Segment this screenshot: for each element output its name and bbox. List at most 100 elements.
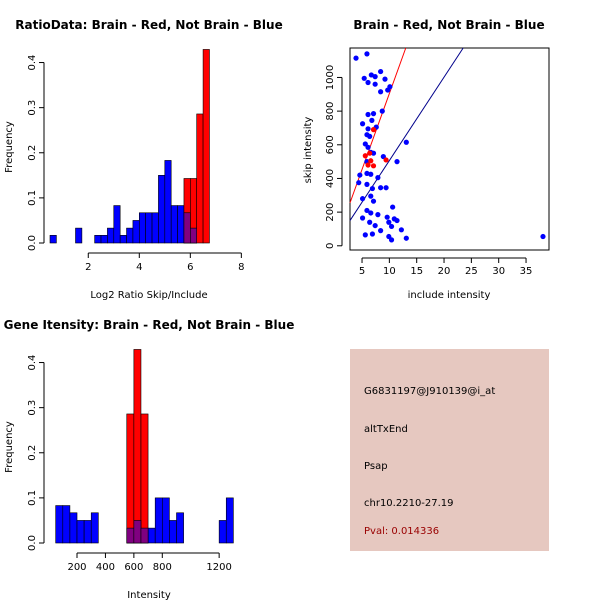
not-brain-fit-line (349, 47, 464, 221)
scatter-point-not-brain (353, 55, 359, 61)
scatter-y-tick-label: 600 (325, 135, 336, 154)
intensity-histogram-ylabel: Frequency (4, 421, 15, 473)
scatter-point-not-brain (403, 139, 409, 145)
scatter-point-not-brain (540, 233, 546, 240)
scatter-point-brain (383, 157, 389, 163)
intensity-histogram-xlabel: Intensity (127, 590, 171, 600)
intensity-bar-brain (133, 349, 142, 544)
intensity-x-tick-label: 200 (67, 562, 86, 573)
ratio-bar-not-brain (49, 235, 57, 244)
probe-id-text: G6831197@J910139@i_at (364, 386, 496, 397)
scatter-x-tick-label: 15 (410, 266, 423, 277)
ratio-bar-overlap (183, 212, 191, 244)
scatter-point-not-brain (356, 180, 362, 186)
scatter-point-not-brain (369, 231, 376, 237)
ratio-bar-not-brain (132, 220, 140, 244)
intensity-bar-not-brain (176, 512, 184, 544)
ratio-histogram-title: RatioData: Brain - Red, Not Brain - Blue (15, 18, 282, 32)
scatter-point-not-brain (367, 219, 373, 225)
ratio-x-tick-label: 6 (187, 262, 193, 273)
intensity-bar-not-brain (62, 505, 71, 544)
ratio-bar-brain (196, 113, 204, 244)
intensity-x-tick-label: 1200 (206, 562, 231, 573)
scatter-title: Brain - Red, Not Brain - Blue (353, 18, 544, 32)
scatter-point-not-brain (368, 210, 374, 216)
intensity-bar-not-brain (169, 520, 177, 544)
scatter-x-tick-label: 25 (465, 266, 478, 277)
scatter-y-tick-label: 800 (325, 102, 336, 121)
intensity-bar-brain (140, 413, 149, 544)
scatter-point-not-brain (382, 76, 388, 82)
scatter-frame (349, 47, 550, 251)
scatter-point-not-brain (369, 117, 375, 123)
scatter-point-not-brain (375, 175, 381, 181)
scatter-x-tick-label: 20 (438, 266, 451, 277)
intensity-bar-overlap (133, 520, 142, 544)
intensity-scatter: Brain - Red, Not Brain - Blue include in… (303, 18, 550, 301)
scatter-y-tick-label: 200 (325, 203, 336, 222)
ratio-bar-not-brain (151, 212, 159, 244)
scatter-point-not-brain (369, 185, 376, 192)
scatter-point-not-brain (365, 144, 371, 150)
intensity-bar-not-brain (225, 497, 234, 544)
intensity-x-tick-label: 800 (153, 562, 172, 573)
scatter-point-not-brain (357, 172, 363, 178)
scatter-point-not-brain (372, 81, 378, 87)
ratio-bar-not-brain (164, 160, 172, 244)
scatter-point-not-brain (359, 196, 366, 202)
scatter-x-tick-label: 5 (359, 266, 365, 277)
ratio-bar-not-brain (126, 227, 134, 244)
scatter-point-not-brain (370, 111, 377, 117)
scatter-point-not-brain (378, 89, 384, 95)
gene-name-text: Psap (364, 461, 388, 472)
ratio-histogram-ylabel: Frequency (4, 121, 15, 173)
intensity-bar-not-brain (154, 497, 163, 544)
scatter-point-brain (368, 158, 374, 164)
event-type-text: altTxEnd (364, 424, 408, 435)
intensity-y-tick-label: 0.1 (27, 490, 38, 506)
ratio-y-tick-label: 0.2 (27, 145, 38, 161)
intensity-bar-not-brain (69, 512, 78, 544)
scatter-x-tick-label: 35 (520, 266, 533, 277)
intensity-bar-not-brain (76, 520, 85, 544)
scatter-point-not-brain (359, 121, 366, 127)
scatter-point-not-brain (390, 204, 396, 210)
ratio-y-tick-label: 0.4 (27, 55, 38, 71)
scatter-xlabel: include intensity (408, 290, 491, 301)
intensity-bar-not-brain (83, 520, 92, 544)
scatter-point-not-brain (365, 126, 371, 132)
intensity-y-tick-label: 0.4 (27, 355, 38, 371)
location-text: chr10.2210-27.19 (364, 498, 454, 509)
scatter-point-not-brain (359, 215, 366, 221)
scatter-point-brain (362, 153, 368, 159)
ratio-bar-not-brain (75, 227, 83, 244)
pvalue-text: Pval: 0.014336 (364, 526, 440, 537)
scatter-point-not-brain (378, 185, 384, 191)
scatter-point-not-brain (384, 214, 390, 220)
scatter-point-not-brain (372, 74, 378, 80)
ratio-x-tick-label: 2 (85, 262, 91, 273)
ratio-bar-not-brain (138, 212, 146, 244)
intensity-y-tick-label: 0.0 (27, 535, 38, 551)
scatter-point-not-brain (365, 79, 371, 86)
ratio-x-tick-label: 8 (238, 262, 244, 273)
scatter-point-not-brain (361, 75, 367, 81)
intensity-histogram-title: Gene Itensity: Brain - Red, Not Brain - … (4, 318, 295, 332)
scatter-point-not-brain (388, 223, 395, 230)
intensity-bar-not-brain (90, 512, 99, 544)
intensity-bar-overlap (126, 527, 135, 544)
scatter-x-tick-label: 30 (492, 266, 505, 277)
scatter-point-not-brain (394, 217, 400, 224)
intensity-x-tick-label: 400 (96, 562, 115, 573)
intensity-x-tick-label: 600 (124, 562, 143, 573)
scatter-y-tick-label: 0 (325, 243, 336, 249)
scatter-point-not-brain (403, 235, 409, 241)
scatter-point-not-brain (375, 212, 381, 218)
intensity-bar-not-brain (218, 520, 227, 544)
scatter-point-not-brain (368, 171, 374, 177)
scatter-y-tick-label: 1000 (325, 65, 336, 90)
scatter-point-not-brain (394, 159, 400, 165)
intensity-y-tick-label: 0.3 (27, 400, 38, 416)
ratio-y-tick-label: 0.0 (27, 235, 38, 251)
